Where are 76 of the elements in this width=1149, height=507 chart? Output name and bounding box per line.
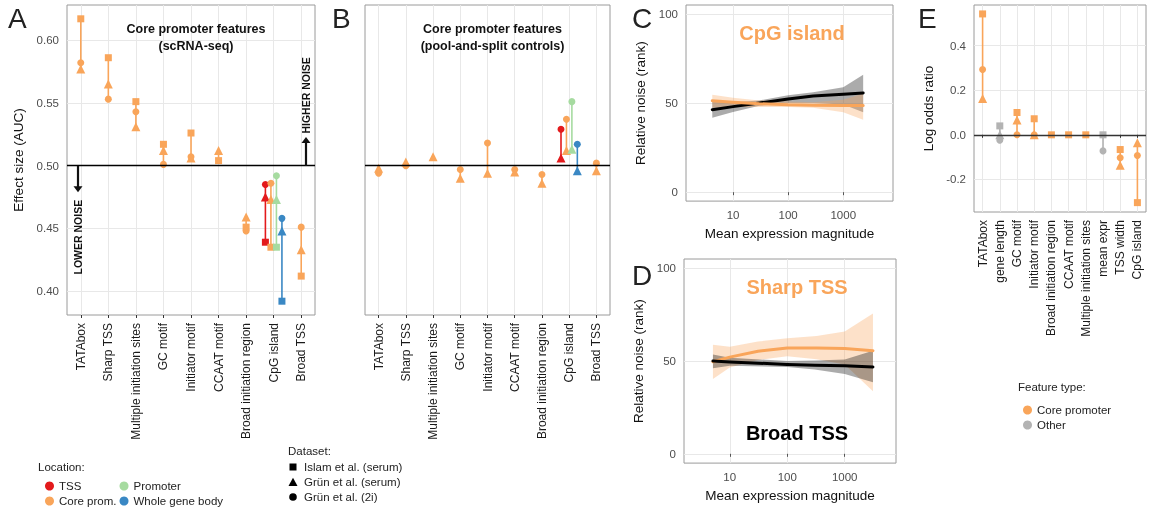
x-tick-label: TATAbox xyxy=(371,323,386,371)
x-tick-label: 100 xyxy=(778,209,798,222)
text: C xyxy=(632,2,653,34)
x-tick-label: TATAbox xyxy=(975,220,990,268)
x-tick-label: Broad initiation region xyxy=(239,323,254,440)
text: Dataset: xyxy=(288,445,331,457)
legend-label: Promoter xyxy=(133,480,181,492)
text: B xyxy=(332,2,351,34)
x-tick-label: TSS width xyxy=(1113,220,1128,275)
x-tick-label: Initiator motif xyxy=(1027,219,1042,289)
x-tick-label: 100 xyxy=(777,471,797,484)
x-axis-title: Mean expression magnitude xyxy=(704,225,875,241)
x-tick-label: 10 xyxy=(726,209,740,222)
text: A xyxy=(8,2,27,34)
x-tick-label: Initiator motif xyxy=(480,322,495,392)
x-tick-label: GC motif xyxy=(156,322,171,371)
y-axis-title: Relative noise (rank) xyxy=(633,41,649,165)
y-tick-label: 0.40 xyxy=(36,285,59,298)
x-tick-label: Multiple initiation sites xyxy=(1078,220,1093,337)
x-tick-label: 1000 xyxy=(830,209,857,222)
y-tick-label: 100 xyxy=(658,7,678,20)
x-tick-label: gene length xyxy=(992,220,1007,283)
y-tick-label: 0.4 xyxy=(950,39,967,52)
x-tick-label: 10 xyxy=(723,471,737,484)
text: Islam et al. (serum) xyxy=(304,461,403,473)
legend-label: Core prom. xyxy=(59,495,117,507)
x-tick-label: 1000 xyxy=(831,471,858,484)
text: D xyxy=(632,259,653,291)
y-tick-label: 0.50 xyxy=(36,159,59,172)
x-tick-label: CpG island xyxy=(266,323,281,383)
text: E xyxy=(918,2,937,34)
x-tick-label: Initiator motif xyxy=(184,322,198,392)
x-tick-label: Broad TSS xyxy=(589,323,604,382)
text: Grün et al. (2i) xyxy=(304,491,378,503)
annotation: LOWER NOISE xyxy=(71,199,84,275)
x-tick-label: Multiple initiation sites xyxy=(128,323,143,440)
x-tick-label: TATAbox xyxy=(73,323,88,371)
text: Grün et al. (serum) xyxy=(304,476,401,488)
x-tick-label: CCAAT motif xyxy=(1061,219,1076,289)
x-tick-label: CCAAT motif xyxy=(507,322,522,392)
y-tick-label: 50 xyxy=(663,355,676,368)
x-axis-title: Mean expression magnitude xyxy=(705,487,875,503)
x-tick-label: Broad initiation region xyxy=(1044,220,1059,337)
y-tick-label: 0 xyxy=(671,186,678,199)
legend-title: Location: xyxy=(38,461,85,473)
text: CpG island xyxy=(739,22,845,44)
y-tick-label: 50 xyxy=(665,97,678,110)
legend-label: Core promoter xyxy=(1037,404,1112,416)
y-tick-label: 0.45 xyxy=(36,222,59,235)
y-axis-title: Log odds ratio xyxy=(920,65,936,152)
legend-label: Other xyxy=(1037,419,1066,431)
legend-label: Whole gene body xyxy=(133,495,224,507)
x-tick-label: CpG island xyxy=(1130,220,1145,280)
x-tick-label: Sharp TSS xyxy=(398,323,413,382)
x-tick-label: Broad initiation region xyxy=(534,323,549,440)
y-tick-label: 0.0 xyxy=(950,128,966,141)
legend-title: Feature type: xyxy=(1018,381,1086,393)
x-tick-label: Sharp TSS xyxy=(101,323,116,382)
y-tick-label: 0.55 xyxy=(36,96,59,109)
y-tick-label: 0.2 xyxy=(950,84,966,97)
legend-label: TSS xyxy=(59,480,82,492)
annotation: HIGHER NOISE xyxy=(300,57,313,134)
text: Core promoter features (scRNA-seq) xyxy=(126,21,266,53)
x-tick-label: GC motif xyxy=(1010,219,1024,268)
y-axis-title: Effect size (AUC) xyxy=(11,108,27,212)
x-tick-label: Multiple initiation sites xyxy=(426,323,441,440)
y-tick-label: 0.60 xyxy=(36,34,59,47)
x-tick-label: GC motif xyxy=(453,322,468,371)
x-tick-label: CCAAT motif xyxy=(211,322,226,392)
text: Core promoter features (pool-and-split controls) xyxy=(420,21,565,53)
x-tick-label: Broad TSS xyxy=(294,323,309,382)
y-tick-label: 0 xyxy=(669,447,676,460)
x-tick-label: CpG island xyxy=(562,323,577,383)
y-tick-label: -0.2 xyxy=(946,173,966,186)
y-axis-title: Relative noise (rank) xyxy=(631,299,647,423)
x-tick-label: mean expr xyxy=(1096,220,1110,277)
